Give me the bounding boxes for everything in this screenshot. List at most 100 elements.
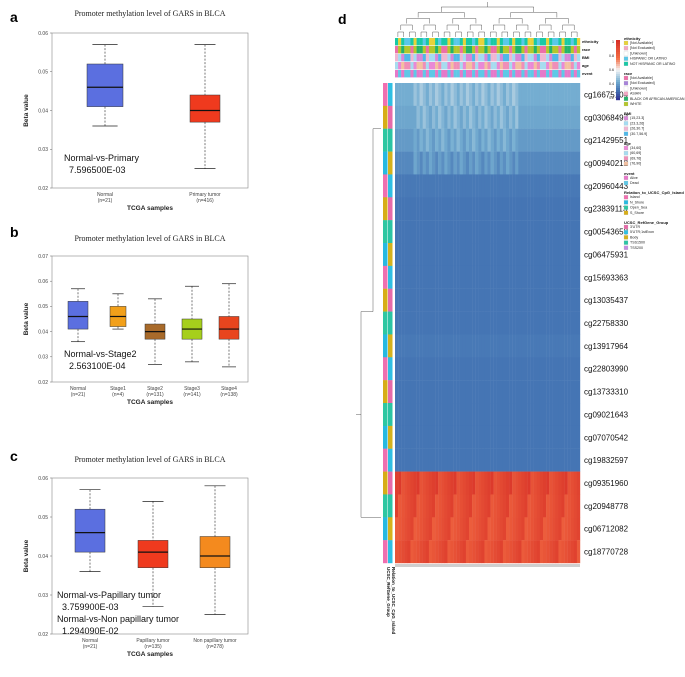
heatmap-cell — [441, 425, 445, 449]
heatmap-cell — [404, 197, 408, 221]
heatmap-cell — [567, 334, 571, 358]
heatmap-cell — [478, 174, 482, 198]
heatmap-cell — [487, 471, 491, 495]
annotation-cell — [438, 70, 442, 78]
heatmap-cell — [435, 311, 439, 335]
heatmap-cell — [422, 540, 427, 564]
heatmap-cell — [564, 425, 568, 449]
heatmap-cell — [543, 380, 547, 404]
row-annotation-cell — [388, 471, 393, 495]
heatmap-cell — [422, 311, 427, 335]
heatmap-cell — [509, 494, 513, 518]
heatmap-cell — [419, 311, 423, 335]
heatmap-cell — [549, 517, 553, 541]
heatmap-cell — [496, 83, 501, 107]
heatmap-cell — [444, 288, 448, 312]
heatmap-cell — [475, 105, 479, 129]
x-axis-label: TCGA samples — [127, 651, 173, 658]
annotation-cell — [407, 62, 411, 70]
x-tick-label: Stage4 — [221, 386, 237, 392]
heatmap-cell — [478, 105, 482, 129]
y-tick-label: 0.05 — [38, 515, 48, 521]
annotation-cell — [450, 38, 454, 46]
heatmap-cell — [490, 471, 494, 495]
heatmap-cell — [438, 105, 442, 129]
annotation-cell — [521, 46, 525, 54]
legend-label: N_Shore — [630, 200, 644, 204]
heatmap-cell — [459, 494, 464, 518]
heatmap-cell — [573, 403, 578, 427]
annotation-cell — [549, 62, 553, 70]
heatmap-cell — [472, 288, 476, 312]
legend-swatch — [623, 205, 629, 210]
heatmap-cell — [475, 425, 479, 449]
heatmap-cell — [552, 471, 556, 495]
legend-label: HISPANIC OR LATINO — [630, 57, 667, 61]
legend-swatch — [623, 116, 629, 121]
color-scale-cell — [616, 64, 620, 67]
heatmap-cell — [435, 380, 439, 404]
row-annotation-cell — [383, 357, 388, 381]
heatmap-cell — [506, 197, 510, 221]
heatmap-cell — [428, 311, 433, 335]
heatmap-cell — [450, 334, 454, 358]
heatmap-cell — [543, 151, 547, 175]
heatmap-cell — [419, 265, 423, 289]
heatmap-cell — [543, 517, 547, 541]
heatmap-cell — [502, 151, 507, 175]
heatmap-cell — [539, 220, 544, 244]
heatmap-cell — [398, 403, 402, 427]
heatmap-cell — [496, 243, 501, 267]
annotation-cell — [428, 38, 433, 46]
heatmap-cell — [450, 174, 454, 198]
heatmap-cell — [435, 128, 439, 152]
heatmap-cell — [564, 334, 568, 358]
heatmap-cell — [570, 471, 575, 495]
heatmap-cell — [481, 174, 485, 198]
annotation-cell — [395, 70, 399, 78]
heatmap-cell — [469, 403, 473, 427]
heatmap-cell — [527, 517, 531, 541]
heatmap-cell — [530, 288, 534, 312]
heatmap-cell — [459, 517, 464, 541]
heatmap-cell — [475, 128, 479, 152]
y-tick-label: 0.06 — [38, 476, 48, 482]
heatmap-cell — [555, 334, 559, 358]
legend-label: (30.7,56.9] — [630, 132, 647, 136]
heatmap-cell — [506, 448, 510, 472]
heatmap-cell — [410, 151, 414, 175]
heatmap-cell — [499, 471, 504, 495]
x-tick-label: Normal — [70, 386, 86, 392]
heatmap-cell — [422, 220, 427, 244]
heatmap-cell — [450, 494, 454, 518]
annotation-cell — [438, 62, 442, 70]
annotation-cell — [524, 38, 528, 46]
heatmap-cell — [475, 174, 479, 198]
heatmap-cell — [536, 265, 541, 289]
annotation-cell — [518, 62, 522, 70]
heatmap-cell — [521, 380, 525, 404]
heatmap-cell — [570, 357, 575, 381]
heatmap-cell — [419, 517, 423, 541]
heatmap-cell — [453, 83, 457, 107]
heatmap-cell — [515, 517, 519, 541]
legend-title: UCSC_RefGene_Group — [624, 220, 669, 225]
heatmap-cell — [438, 83, 442, 107]
heatmap-cell — [447, 471, 451, 495]
heatmap-cell — [413, 334, 417, 358]
heatmap-cell — [438, 471, 442, 495]
heatmap-cell — [570, 288, 575, 312]
heatmap-cell — [484, 265, 488, 289]
heatmap-cell — [450, 243, 454, 267]
heatmap-cell — [564, 403, 568, 427]
heatmap-cell — [502, 540, 507, 564]
annotation-cell — [469, 38, 473, 46]
row-annotation-cell — [383, 83, 388, 107]
heatmap-cell — [481, 517, 485, 541]
heatmap-cell — [453, 311, 457, 335]
annotation-cell — [472, 46, 476, 54]
heatmap-cell — [558, 220, 562, 244]
heatmap-cell — [395, 128, 399, 152]
heatmap-cell — [509, 288, 513, 312]
boxplot-panel-a: a Promoter methylation level of GARS in B… — [10, 9, 249, 212]
